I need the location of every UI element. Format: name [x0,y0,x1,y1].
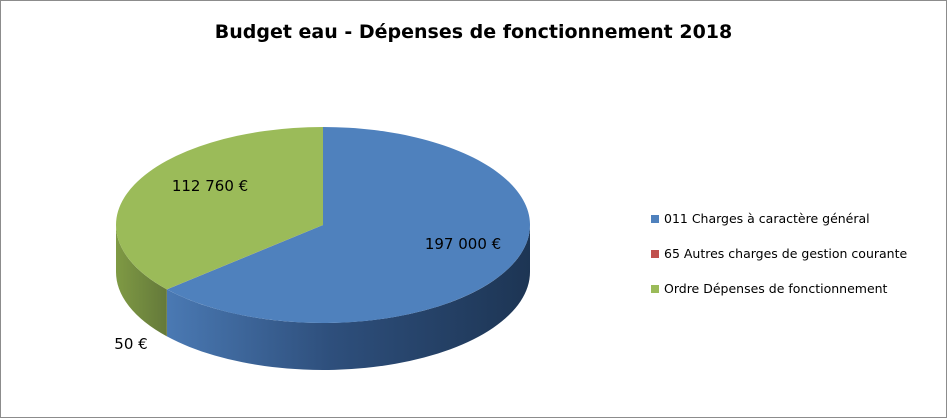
legend: 011 Charges à caractère général 65 Autres… [651,201,907,306]
data-label-0: 197 000 € [425,235,501,253]
pie-side-2 [116,225,167,337]
pie-slice-1 [166,225,323,290]
data-label-1: 50 € [114,335,147,353]
data-label-2: 112 760 € [172,177,248,195]
pie-slice-2 [116,127,323,290]
chart-title: Budget eau - Dépenses de fonctionnement … [214,21,733,43]
legend-swatch-2 [651,284,659,293]
legend-item-2: Ordre Dépenses de fonctionnement [651,271,907,306]
legend-swatch-1 [651,249,659,258]
legend-swatch-0 [651,214,659,223]
legend-item-0: 011 Charges à caractère général [651,201,907,236]
legend-label-2: Ordre Dépenses de fonctionnement [664,281,888,296]
legend-label-1: 65 Autres charges de gestion courante [664,246,908,261]
legend-item-1: 65 Autres charges de gestion courante [651,236,907,271]
legend-label-0: 011 Charges à caractère général [664,211,870,226]
pie-slice-0 [166,127,530,323]
pie-side-0 [166,225,530,371]
